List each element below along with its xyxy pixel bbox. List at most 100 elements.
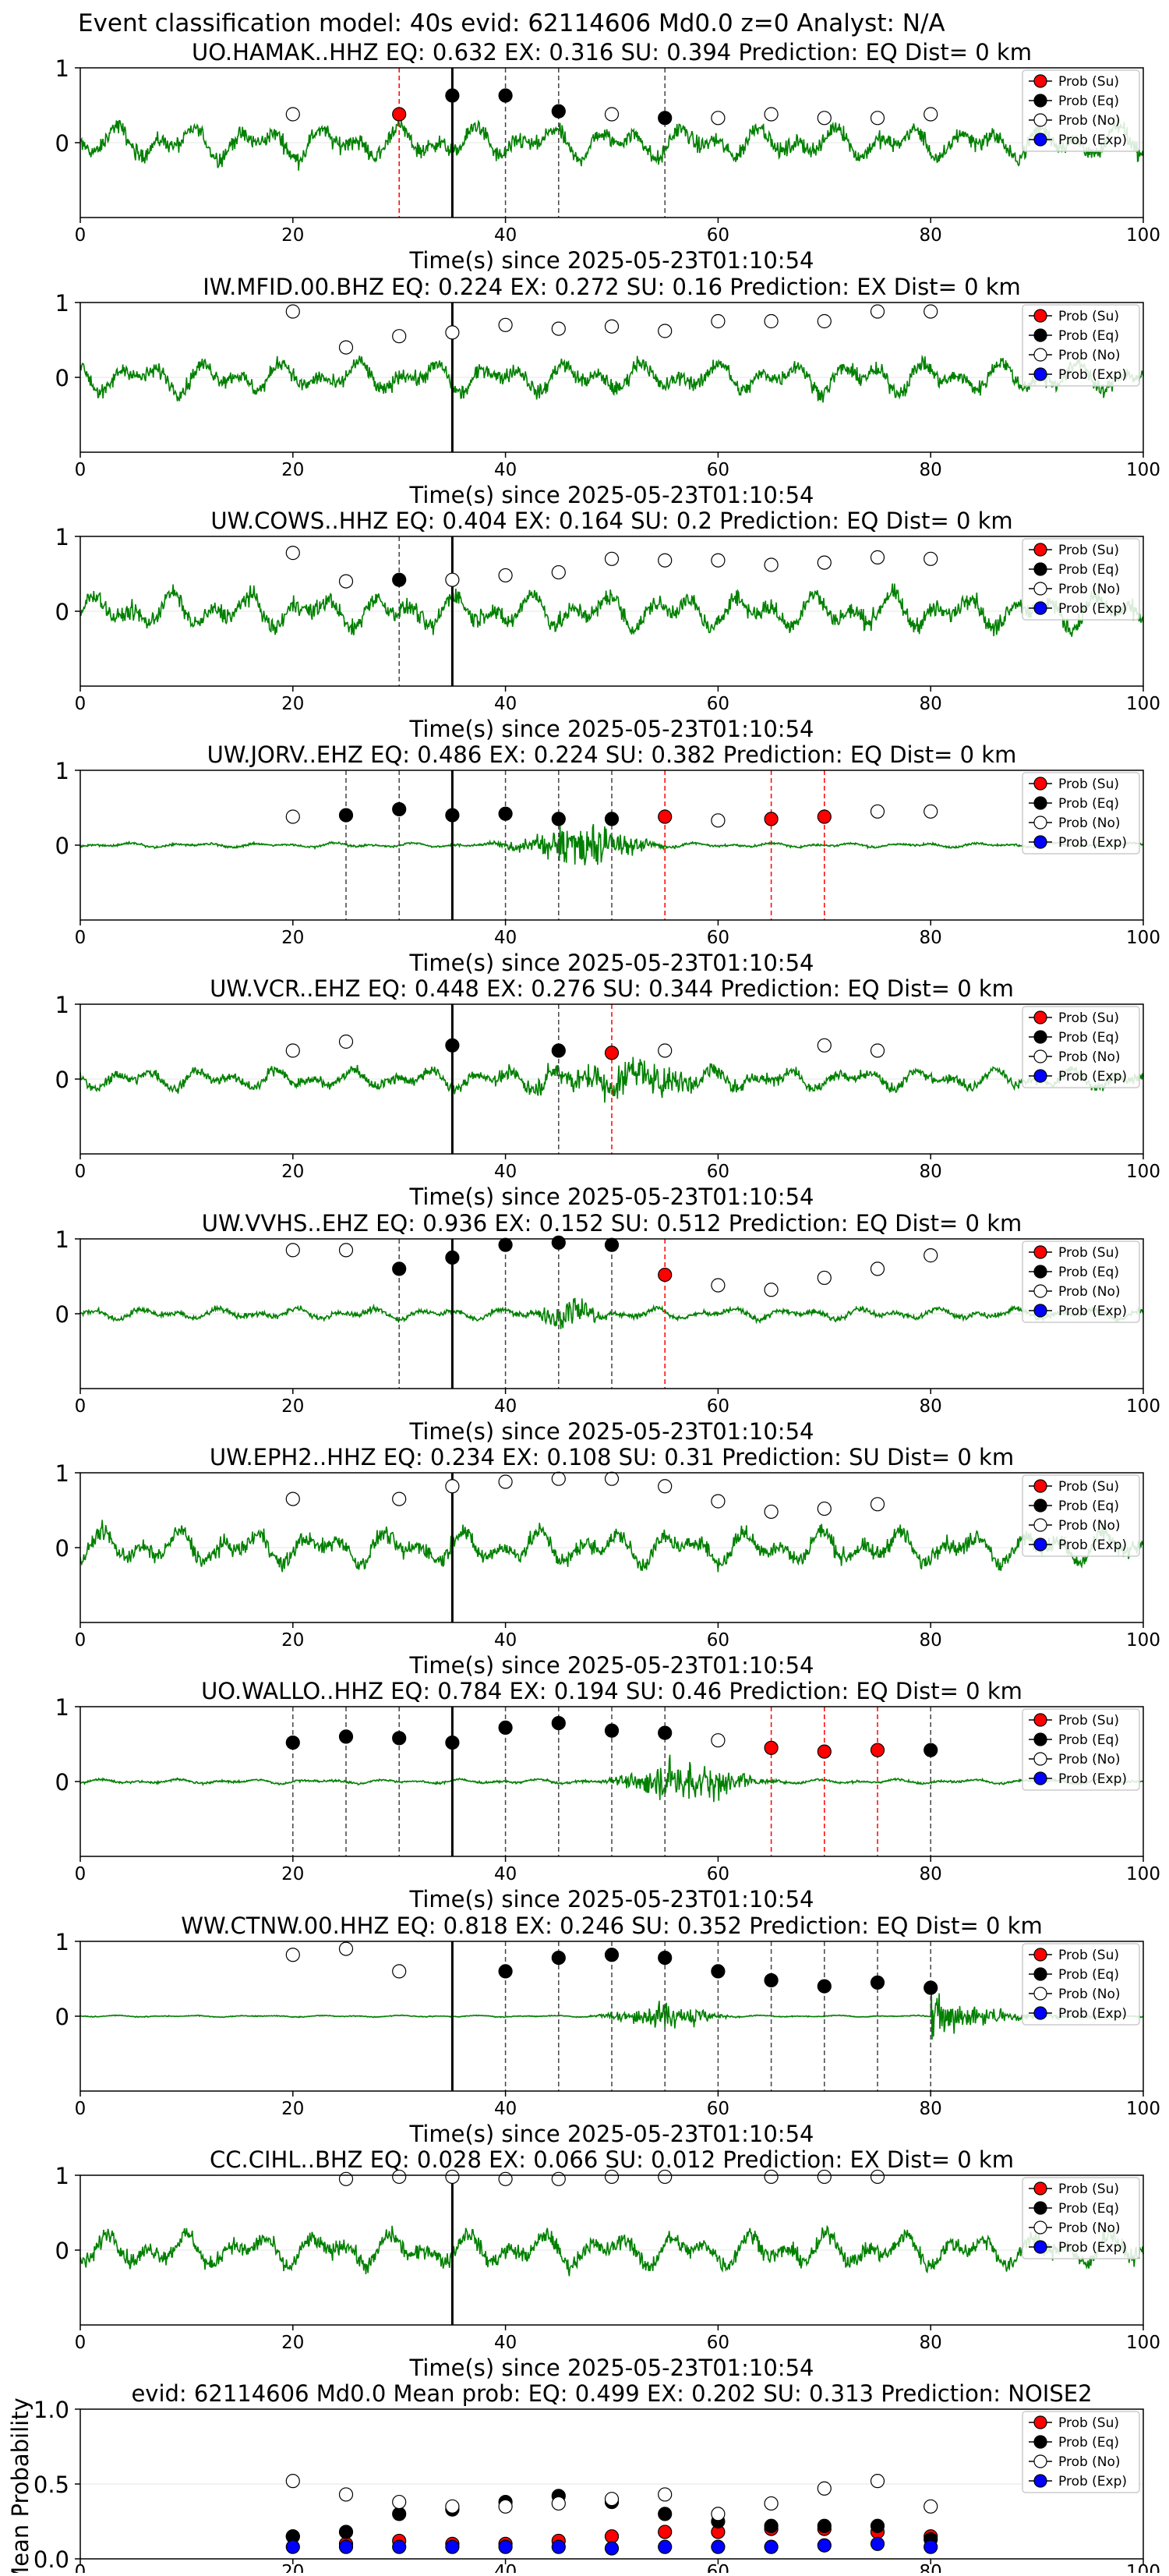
legend-label: Prob (Su) bbox=[1058, 74, 1119, 90]
y-tick-label: 0 bbox=[55, 130, 69, 157]
prob-point-eq bbox=[445, 808, 460, 823]
x-axis-label-6: Time(s) since 2025-05-23T01:10:54 bbox=[409, 1652, 814, 1679]
x-axis-label-1: Time(s) since 2025-05-23T01:10:54 bbox=[409, 482, 814, 508]
legend-marker-exp bbox=[1033, 1771, 1047, 1785]
mean-panel-title: evid: 62114606 Md0.0 Mean prob: EQ: 0.49… bbox=[131, 2380, 1092, 2407]
prob-point-no bbox=[498, 317, 513, 332]
prob-point-su bbox=[817, 809, 832, 824]
prob-point-no bbox=[711, 813, 726, 828]
x-tick-label: 80 bbox=[920, 1162, 942, 1182]
legend-marker-exp bbox=[1033, 1537, 1047, 1552]
prob-point-eq bbox=[658, 111, 673, 126]
prob-point-no bbox=[711, 1278, 726, 1293]
prob-point-no bbox=[711, 111, 726, 126]
x-tick-label: 0 bbox=[75, 694, 87, 714]
x-tick-label: 80 bbox=[920, 928, 942, 948]
y-tick-label: 1 bbox=[55, 758, 69, 784]
legend-marker-su bbox=[1033, 1245, 1047, 1259]
prob-point-no bbox=[498, 2171, 513, 2186]
legend-label: Prob (Eq) bbox=[1058, 94, 1119, 109]
y-tick-label: 1 bbox=[55, 992, 69, 1018]
x-tick-label: 100 bbox=[1126, 460, 1160, 480]
legend-label: Prob (Exp) bbox=[1058, 1537, 1127, 1553]
prob-point-eq bbox=[498, 806, 513, 821]
x-tick-label: 80 bbox=[920, 1396, 942, 1417]
y-tick-label: 0 bbox=[55, 1301, 69, 1328]
prob-point-eq bbox=[604, 812, 620, 826]
legend-label: Prob (Exp) bbox=[1058, 1069, 1127, 1085]
legend-box bbox=[1022, 2411, 1140, 2493]
prob-point-no bbox=[285, 1243, 300, 1258]
mean-point-exp bbox=[604, 2541, 620, 2556]
prob-point-no bbox=[658, 1479, 673, 1494]
legend-4: Prob (Su) Prob (Eq) Prob (No) Prob (Exp) bbox=[1022, 1006, 1140, 1088]
x-tick-label: 100 bbox=[1126, 1396, 1160, 1417]
legend-label: Prob (No) bbox=[1058, 1049, 1121, 1065]
x-tick-label: 80 bbox=[920, 1864, 942, 1884]
prob-point-no bbox=[338, 1034, 354, 1049]
prob-point-eq bbox=[658, 1951, 673, 1966]
prob-point-no bbox=[338, 1941, 354, 1956]
x-tick-label: 20 bbox=[281, 1396, 304, 1417]
waveform-trace-4 bbox=[79, 1056, 1144, 1103]
prob-point-no bbox=[445, 2169, 460, 2185]
legend-label: Prob (Eq) bbox=[1058, 2435, 1119, 2450]
legend-label: Prob (Eq) bbox=[1058, 328, 1119, 344]
legend-marker-no bbox=[1033, 582, 1047, 596]
legend-label: Prob (Su) bbox=[1058, 309, 1119, 324]
waveform-trace-0 bbox=[79, 116, 1144, 171]
legend-label: Prob (No) bbox=[1058, 816, 1121, 831]
prob-point-no bbox=[817, 555, 832, 570]
y-tick-label: 0 bbox=[55, 2004, 69, 2030]
waveform-trace-8 bbox=[80, 1988, 1144, 2040]
x-axis-label-2: Time(s) since 2025-05-23T01:10:54 bbox=[409, 716, 814, 742]
legend-marker-exp bbox=[1033, 601, 1047, 615]
legend-marker-su bbox=[1033, 2181, 1047, 2196]
legend-0: Prob (Su) Prob (Eq) Prob (No) Prob (Exp) bbox=[1022, 69, 1140, 152]
legend-box bbox=[1022, 1006, 1140, 1088]
prob-point-no bbox=[604, 319, 620, 334]
legend-marker-eq bbox=[1033, 2435, 1047, 2449]
prob-point-no bbox=[764, 313, 779, 329]
legend-marker-su bbox=[1033, 1479, 1047, 1493]
panel-title-8: WW.CTNW.00.HHZ EQ: 0.818 EX: 0.246 SU: 0… bbox=[181, 1913, 1042, 1939]
legend-marker-eq bbox=[1033, 796, 1047, 810]
prob-point-su bbox=[392, 107, 407, 122]
panel-title-7: UO.WALLO..HHZ EQ: 0.784 EX: 0.194 SU: 0.… bbox=[201, 1678, 1022, 1704]
x-tick-label: 0 bbox=[75, 1630, 87, 1651]
prob-point-no bbox=[870, 1497, 885, 1512]
legend-box bbox=[1022, 1708, 1140, 1791]
x-tick-label: 40 bbox=[494, 1162, 517, 1182]
mean-point-no bbox=[498, 2499, 513, 2514]
prob-point-no bbox=[498, 568, 513, 583]
y-tick-label: 1 bbox=[55, 1226, 69, 1253]
prob-point-eq bbox=[285, 1735, 300, 1750]
x-tick-label: 60 bbox=[707, 2099, 729, 2119]
panel-title-5: UW.VVHS..EHZ EQ: 0.936 EX: 0.152 SU: 0.5… bbox=[202, 1210, 1022, 1237]
legend-label: Prob (Eq) bbox=[1058, 1265, 1119, 1280]
mean-point-exp bbox=[392, 2539, 407, 2554]
legend-box bbox=[1022, 1474, 1140, 1557]
x-tick-label: 20 bbox=[281, 2333, 304, 2353]
x-tick-label: 100 bbox=[1126, 2562, 1160, 2573]
x-tick-label: 20 bbox=[281, 1630, 304, 1651]
prob-point-eq bbox=[392, 801, 407, 817]
prob-point-no bbox=[445, 325, 460, 340]
legend-marker-no bbox=[1033, 1987, 1047, 2001]
prob-point-eq bbox=[392, 1261, 407, 1276]
x-tick-label: 0 bbox=[75, 1864, 87, 1884]
mean-point-no bbox=[285, 2474, 300, 2489]
prob-point-no bbox=[711, 553, 726, 568]
legend-label: Prob (Su) bbox=[1058, 777, 1119, 792]
legend-label: Prob (No) bbox=[1058, 1518, 1121, 1534]
x-tick-label: 20 bbox=[281, 694, 304, 714]
x-tick-label: 40 bbox=[494, 2333, 517, 2353]
legend-label: Prob (Su) bbox=[1058, 1713, 1119, 1729]
legend-label: Prob (No) bbox=[1058, 1284, 1121, 1300]
x-tick-label: 100 bbox=[1126, 1864, 1160, 1884]
x-tick-label: 100 bbox=[1126, 1630, 1160, 1651]
prob-point-no bbox=[817, 111, 832, 126]
prob-point-eq bbox=[551, 812, 566, 826]
prob-point-eq bbox=[604, 1948, 620, 1962]
